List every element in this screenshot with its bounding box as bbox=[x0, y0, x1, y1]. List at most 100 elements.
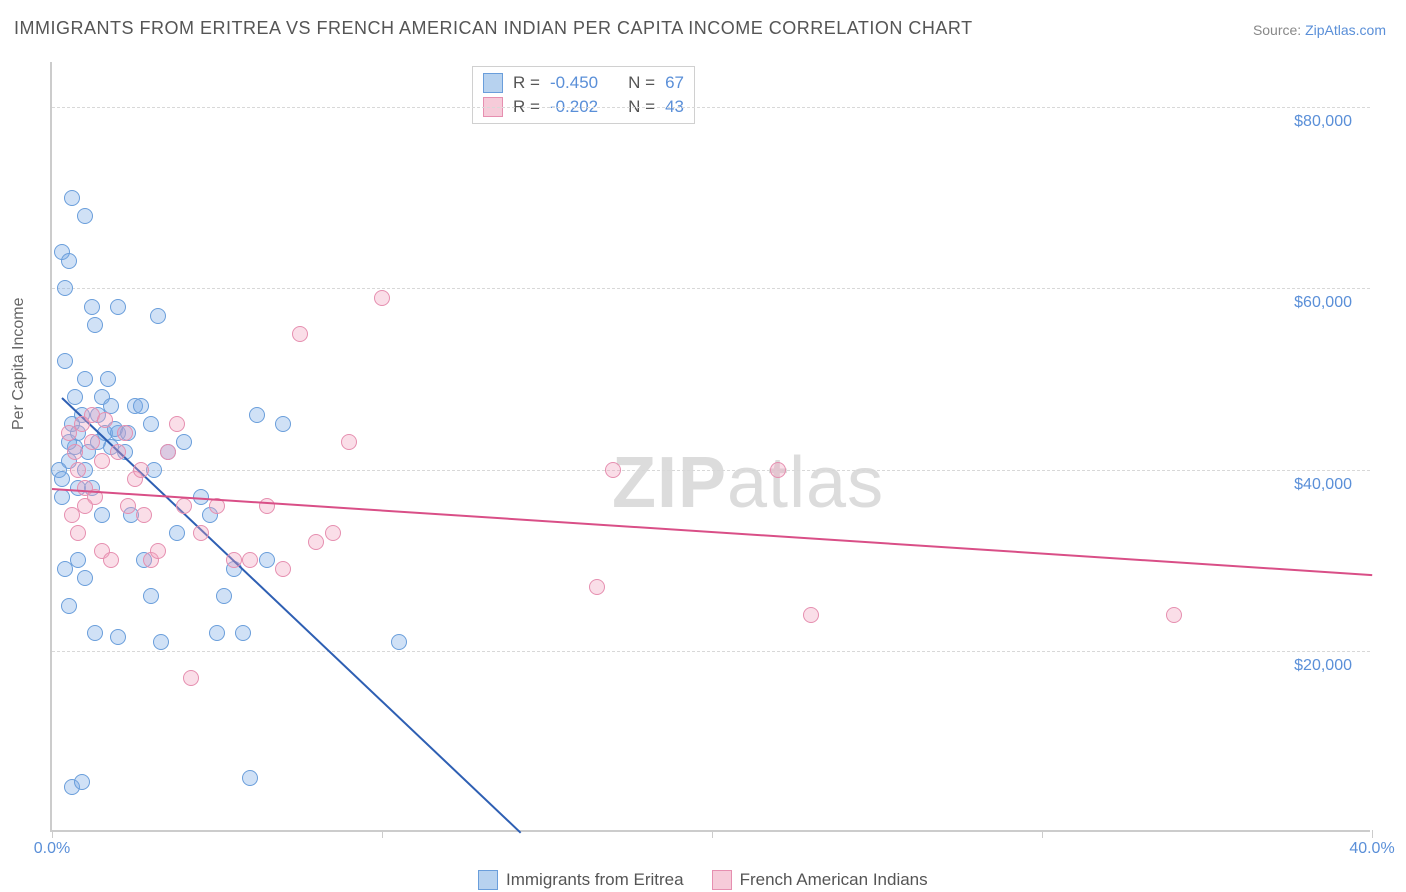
data-point bbox=[169, 525, 185, 541]
data-point bbox=[87, 317, 103, 333]
r-value: -0.450 bbox=[550, 73, 598, 93]
series-legend: Immigrants from Eritrea French American I… bbox=[470, 870, 936, 890]
data-point bbox=[70, 525, 86, 541]
trend-line bbox=[61, 397, 521, 833]
data-point bbox=[100, 371, 116, 387]
data-point bbox=[77, 371, 93, 387]
n-label: N = bbox=[628, 73, 655, 93]
r-label: R = bbox=[513, 73, 540, 93]
data-point bbox=[1166, 607, 1182, 623]
data-point bbox=[110, 629, 126, 645]
data-point bbox=[57, 353, 73, 369]
data-point bbox=[94, 507, 110, 523]
x-tick bbox=[52, 830, 53, 838]
data-point bbox=[61, 253, 77, 269]
y-tick-label: $80,000 bbox=[1294, 113, 1352, 131]
x-tick bbox=[1372, 830, 1373, 838]
data-point bbox=[803, 607, 819, 623]
data-point bbox=[54, 471, 70, 487]
x-tick bbox=[712, 830, 713, 838]
scatter-plot: ZIPatlas R =-0.450N =67R =-0.202N =43 $2… bbox=[50, 62, 1370, 832]
data-point bbox=[374, 290, 390, 306]
data-point bbox=[87, 625, 103, 641]
data-point bbox=[94, 453, 110, 469]
data-point bbox=[110, 299, 126, 315]
data-point bbox=[176, 434, 192, 450]
legend-item: Immigrants from Eritrea bbox=[478, 870, 684, 890]
source-attribution: Source: ZipAtlas.com bbox=[1253, 22, 1386, 38]
legend-label: French American Indians bbox=[740, 870, 928, 890]
watermark: ZIPatlas bbox=[612, 442, 884, 524]
data-point bbox=[57, 280, 73, 296]
stats-legend: R =-0.450N =67R =-0.202N =43 bbox=[472, 66, 695, 124]
gridline bbox=[52, 107, 1370, 108]
data-point bbox=[153, 634, 169, 650]
data-point bbox=[605, 462, 621, 478]
data-point bbox=[325, 525, 341, 541]
data-point bbox=[341, 434, 357, 450]
source-prefix: Source: bbox=[1253, 22, 1305, 38]
data-point bbox=[242, 552, 258, 568]
data-point bbox=[120, 498, 136, 514]
legend-item: French American Indians bbox=[712, 870, 928, 890]
data-point bbox=[64, 190, 80, 206]
x-tick-label: 0.0% bbox=[34, 840, 70, 858]
legend-swatch bbox=[712, 870, 732, 890]
data-point bbox=[242, 770, 258, 786]
data-point bbox=[61, 598, 77, 614]
data-point bbox=[54, 489, 70, 505]
data-point bbox=[67, 444, 83, 460]
data-point bbox=[209, 625, 225, 641]
watermark-rest: atlas bbox=[727, 443, 884, 523]
data-point bbox=[275, 561, 291, 577]
x-tick bbox=[382, 830, 383, 838]
data-point bbox=[84, 434, 100, 450]
data-point bbox=[176, 498, 192, 514]
legend-swatch bbox=[483, 73, 503, 93]
data-point bbox=[308, 534, 324, 550]
x-tick-label: 40.0% bbox=[1349, 840, 1394, 858]
data-point bbox=[235, 625, 251, 641]
data-point bbox=[77, 570, 93, 586]
data-point bbox=[84, 299, 100, 315]
data-point bbox=[150, 543, 166, 559]
data-point bbox=[74, 774, 90, 790]
x-tick bbox=[1042, 830, 1043, 838]
data-point bbox=[275, 416, 291, 432]
data-point bbox=[589, 579, 605, 595]
data-point bbox=[183, 670, 199, 686]
data-point bbox=[103, 552, 119, 568]
data-point bbox=[160, 444, 176, 460]
data-point bbox=[391, 634, 407, 650]
watermark-bold: ZIP bbox=[612, 443, 727, 523]
source-link[interactable]: ZipAtlas.com bbox=[1305, 22, 1386, 38]
data-point bbox=[64, 507, 80, 523]
data-point bbox=[143, 588, 159, 604]
data-point bbox=[110, 444, 126, 460]
gridline bbox=[52, 288, 1370, 289]
data-point bbox=[292, 326, 308, 342]
data-point bbox=[216, 588, 232, 604]
data-point bbox=[226, 552, 242, 568]
y-tick-label: $60,000 bbox=[1294, 294, 1352, 312]
data-point bbox=[97, 412, 113, 428]
data-point bbox=[70, 462, 86, 478]
n-value: 67 bbox=[665, 73, 684, 93]
gridline bbox=[52, 651, 1370, 652]
chart-title: IMMIGRANTS FROM ERITREA VS FRENCH AMERIC… bbox=[14, 18, 973, 39]
data-point bbox=[133, 398, 149, 414]
stats-legend-row: R = -0.450 N = 67 bbox=[483, 71, 684, 95]
data-point bbox=[150, 308, 166, 324]
y-tick-label: $40,000 bbox=[1294, 476, 1352, 494]
data-point bbox=[249, 407, 265, 423]
data-point bbox=[136, 507, 152, 523]
data-point bbox=[259, 552, 275, 568]
data-point bbox=[169, 416, 185, 432]
y-tick-label: $20,000 bbox=[1294, 657, 1352, 675]
data-point bbox=[193, 525, 209, 541]
legend-label: Immigrants from Eritrea bbox=[506, 870, 684, 890]
data-point bbox=[70, 552, 86, 568]
data-point bbox=[74, 416, 90, 432]
data-point bbox=[259, 498, 275, 514]
data-point bbox=[770, 462, 786, 478]
